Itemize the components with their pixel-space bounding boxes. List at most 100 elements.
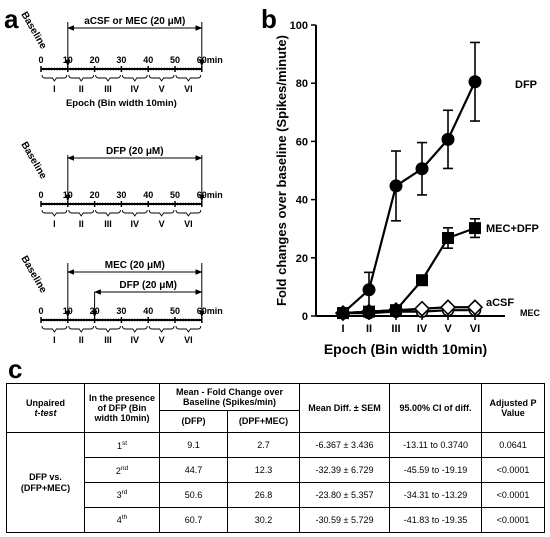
treatment-label: aCSF or MEC (20 μM)	[84, 16, 185, 27]
y-tick-label: 80	[296, 78, 308, 90]
data-point	[442, 232, 454, 245]
baseline-label: Baseline	[18, 140, 48, 182]
epoch-brace	[121, 325, 148, 333]
time-tick-label: 20	[90, 55, 100, 65]
p-cell: <0.0001	[481, 457, 546, 484]
epoch-label: VI	[184, 84, 193, 94]
time-tick-label: 50	[170, 306, 180, 316]
diff-cell: -23.80 ± 5.357	[299, 482, 391, 509]
ci-cell: -41.83 to -19.35	[389, 507, 483, 533]
epoch-brace	[148, 209, 175, 217]
x-tick-label: VI	[470, 323, 480, 335]
panel-b-label: b	[261, 4, 277, 34]
epoch-brace	[148, 325, 175, 333]
series-label-acsf: aCSF	[486, 297, 514, 309]
epoch-label: VI	[184, 335, 193, 345]
epoch-label: V	[159, 84, 165, 94]
series-label-dfp: DFP	[515, 79, 537, 91]
dfp-mean-cell: 9.1	[159, 432, 228, 459]
epoch-brace	[121, 209, 148, 217]
table-row: 2nd 44.7 12.3 -32.39 ± 6.729 -45.59 to -…	[7, 457, 546, 484]
x-axis-label: Epoch (Bin width 10min)	[324, 341, 487, 357]
time-unit-label: min	[207, 306, 223, 316]
series-dfp	[336, 41, 482, 320]
data-point	[468, 75, 482, 89]
x-tick-label: V	[444, 323, 452, 335]
x-tick-label: I	[341, 323, 344, 335]
epoch-label: I	[53, 335, 56, 345]
y-axis-label: Fold changes over baseline (Spikes/minut…	[274, 35, 289, 306]
y-tick-label: 60	[296, 136, 308, 148]
epoch-label: VI	[184, 219, 193, 229]
ci-cell: -34.31 to -13.29	[389, 482, 483, 509]
data-point	[363, 305, 375, 318]
baseline-label: Baseline	[18, 10, 48, 52]
bin-cell: 1st	[84, 432, 160, 459]
epoch-label: V	[159, 219, 165, 229]
header-dfp: (DFP)	[159, 409, 228, 434]
mix-mean-cell: 2.7	[226, 432, 301, 459]
series-line	[342, 227, 476, 315]
dfp-mean-cell: 50.6	[159, 482, 228, 509]
epoch-brace	[175, 74, 202, 82]
data-point	[441, 132, 455, 146]
bin-cell: 3rd	[84, 482, 160, 509]
epoch-label: I	[53, 84, 56, 94]
epoch-brace	[68, 325, 95, 333]
time-tick-label: 30	[116, 190, 126, 200]
data-point	[415, 162, 429, 176]
epoch-brace	[95, 325, 121, 333]
table-row: 4th 60.7 30.2 -30.59 ± 5.729 -41.83 to -…	[7, 507, 546, 533]
series-mec-dfp	[337, 218, 481, 320]
epoch-label: V	[159, 335, 165, 345]
y-tick-label: 0	[302, 311, 308, 323]
epoch-label: IV	[131, 335, 140, 345]
epoch-brace	[41, 325, 68, 333]
p-cell: <0.0001	[481, 482, 546, 509]
epoch-brace	[41, 209, 68, 217]
time-tick-label: 50	[170, 190, 180, 200]
epoch-label: IV	[131, 219, 140, 229]
stats-table: Unpaired t-test In the presence of DFP (…	[6, 382, 546, 533]
epoch-brace	[175, 209, 202, 217]
epoch-brace	[68, 74, 95, 82]
treatment-label: MEC (20 μM)	[105, 260, 165, 271]
time-tick-label: 0	[38, 55, 43, 65]
x-tick-label: III	[391, 323, 400, 335]
epoch-label: III	[104, 335, 112, 345]
diff-cell: -32.39 ± 6.729	[299, 457, 391, 484]
header-diff: Mean Diff. ± SEM	[299, 382, 391, 434]
header-test: Unpaired t-test	[6, 382, 85, 434]
data-point	[416, 274, 428, 287]
data-point	[439, 299, 457, 316]
series-line	[342, 81, 476, 314]
bin-cell: 4th	[84, 507, 160, 533]
dfp-mean-cell: 44.7	[159, 457, 228, 484]
time-tick-label: 0	[38, 190, 43, 200]
ci-cell: -13.11 to 0.3740	[389, 432, 483, 459]
panel-c-label: c	[8, 354, 22, 384]
epoch-brace	[175, 325, 202, 333]
header-mean: Mean - Fold Change over Baseline (Spikes…	[158, 383, 301, 411]
x-tick-label: IV	[417, 323, 428, 335]
y-tick-label: 40	[296, 195, 308, 207]
epoch-brace	[121, 74, 148, 82]
p-cell: <0.0001	[481, 507, 546, 533]
epoch-label: I	[53, 219, 56, 229]
epoch-label: II	[79, 335, 84, 345]
bin-cell: 2nd	[84, 457, 160, 484]
time-tick-label: 40	[143, 190, 153, 200]
ci-cell: -45.59 to -19.19	[389, 457, 483, 484]
series-label-mec-dfp: MEC+DFP	[486, 223, 539, 235]
time-unit-label: min	[207, 55, 223, 65]
table-row: 3rd 50.6 26.8 -23.80 ± 5.357 -34.31 to -…	[7, 482, 546, 509]
panel-a-label: a	[4, 4, 19, 34]
diff-cell: -30.59 ± 5.729	[299, 507, 391, 533]
epoch-label: II	[79, 219, 84, 229]
mix-mean-cell: 30.2	[226, 507, 301, 533]
y-tick-label: 20	[296, 253, 308, 265]
header-dpf-mec: (DPF+MEC)	[226, 409, 301, 434]
